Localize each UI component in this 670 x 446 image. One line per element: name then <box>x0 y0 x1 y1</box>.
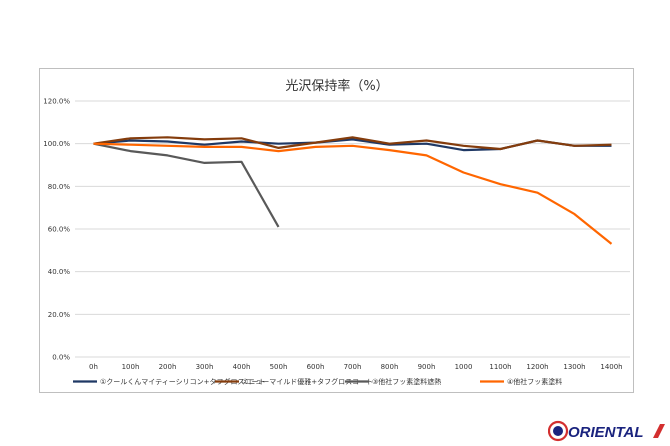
x-tick-label: 200h <box>159 363 177 371</box>
legend-label: ①クールくんマイティーシリコン+タフグロスコート <box>100 377 265 386</box>
x-tick-label: 400h <box>233 363 251 371</box>
x-tick-label: 800h <box>381 363 399 371</box>
y-tick-label: 80.0% <box>48 183 71 191</box>
logo-text: ORIENTAL <box>568 424 644 441</box>
x-tick-label: 1000 <box>455 363 473 371</box>
x-tick-label: 1200h <box>526 363 548 371</box>
y-tick-label: 60.0% <box>48 226 71 234</box>
y-tick-label: 0.0% <box>52 354 70 362</box>
y-tick-label: 40.0% <box>48 268 71 276</box>
series-line-4 <box>93 142 613 245</box>
x-tick-label: 700h <box>344 363 362 371</box>
oriental-logo: ORIENTAL <box>548 420 665 442</box>
x-tick-label: 0h <box>89 363 98 371</box>
x-tick-label: 300h <box>196 363 214 371</box>
x-tick-label: 100h <box>122 363 140 371</box>
line-chart: 光沢保持率（%） 0.0% 20.0% 40.0% 60.0% 80.0% 100.0% 1… <box>43 78 630 386</box>
legend-label: ②ニューマイルド優雅+タフグロスコート <box>242 377 373 386</box>
chart-title: 光沢保持率（%） <box>285 78 388 94</box>
legend-label: ④他社フッ素塗料 <box>507 377 562 386</box>
series-line-2 <box>93 136 612 151</box>
legend-label: ③他社フッ素塗料遮熱 <box>372 377 441 386</box>
y-tick-label: 120.0% <box>43 98 70 106</box>
series-line-3 <box>93 142 280 228</box>
x-tick-label: 900h <box>418 363 436 371</box>
chart-frame: 光沢保持率（%） 0.0% 20.0% 40.0% 60.0% 80.0% 100.0% 1… <box>39 68 634 393</box>
x-tick-label: 1300h <box>563 363 585 371</box>
y-tick-label: 100.0% <box>43 140 70 148</box>
x-tick-label: 500h <box>270 363 288 371</box>
x-tick-label: 1400h <box>600 363 622 371</box>
x-tick-label: 1100h <box>489 363 511 371</box>
x-tick-label: 600h <box>307 363 325 371</box>
y-tick-label: 20.0% <box>48 311 71 319</box>
